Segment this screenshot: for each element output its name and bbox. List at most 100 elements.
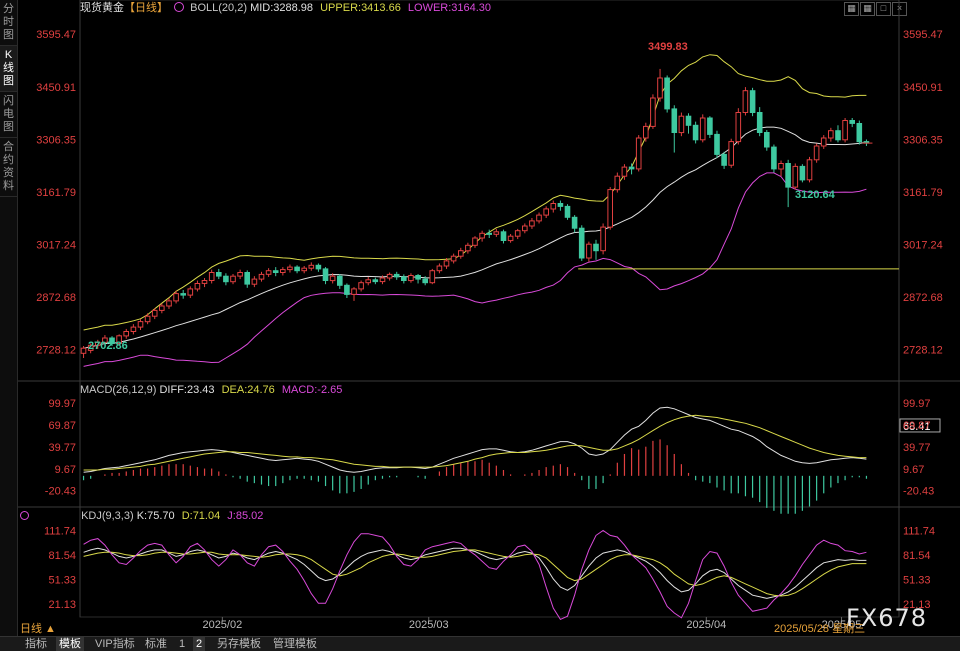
candle-up xyxy=(828,130,834,139)
candle-down xyxy=(835,130,841,141)
price-tick-left: 3017.24 xyxy=(36,239,76,251)
candle-down xyxy=(692,124,699,141)
grid-icon[interactable]: ▦ xyxy=(860,2,875,16)
tab-template-1[interactable]: 1 xyxy=(179,638,186,650)
candle-up xyxy=(635,137,642,170)
candle-up xyxy=(87,344,94,351)
candle-down xyxy=(337,275,343,286)
tab-standard[interactable]: 标准 xyxy=(145,638,167,650)
candle-up xyxy=(137,321,144,328)
candle-up xyxy=(95,341,101,346)
candle-up xyxy=(102,337,108,343)
candle-up xyxy=(287,266,293,271)
tab-save-template[interactable]: 另存模板 xyxy=(217,638,261,650)
candle-up xyxy=(522,225,528,232)
candle-up xyxy=(529,220,535,227)
expand-icon[interactable]: □ xyxy=(876,2,891,16)
boll-upper-line xyxy=(83,54,867,331)
chart-canvas[interactable]: 3499.83 3120.64 2702.86 68.41 3595.47 3595.… xyxy=(0,0,960,636)
candle-up xyxy=(458,250,464,257)
boll-upper: UPPER:3413.66 xyxy=(320,2,401,14)
candle-up xyxy=(429,270,436,284)
price-tick-left: 3595.47 xyxy=(36,29,76,41)
tab-template-2[interactable]: 2 xyxy=(193,637,206,651)
candle-up xyxy=(514,230,521,237)
sidebar-tab-contract-info[interactable]: 合约资料 xyxy=(0,138,17,197)
price-tick-right: 2872.68 xyxy=(903,292,943,304)
x-tick-label: 2025/04 xyxy=(686,619,726,631)
candle-down xyxy=(714,133,720,155)
boll-label: BOLL(20,2) xyxy=(190,2,247,14)
kdj-d-line xyxy=(83,549,867,597)
settings-icon[interactable] xyxy=(174,2,185,12)
candle-down xyxy=(749,90,756,113)
candle-up xyxy=(650,97,656,127)
sidebar-tab-kline[interactable]: K线图 xyxy=(0,46,17,92)
candle-up xyxy=(450,255,457,262)
price-tick-left: 3450.91 xyxy=(36,82,76,94)
high-annotation: 3499.83 xyxy=(648,41,688,53)
kdj-tick-left: 21.13 xyxy=(48,599,76,611)
candle-down xyxy=(564,205,571,218)
candle-up xyxy=(507,235,514,242)
tab-manage-templates[interactable]: 管理模板 xyxy=(273,638,317,650)
price-tick-right: 2728.12 xyxy=(903,345,943,357)
candle-up xyxy=(408,275,414,282)
period-label[interactable]: 【日线】 xyxy=(124,2,168,14)
candle-down xyxy=(322,268,329,281)
candle-up xyxy=(379,277,386,283)
candle-up xyxy=(842,120,848,141)
candle-up xyxy=(351,288,357,295)
kdj-tick-right: 21.13 xyxy=(903,599,931,611)
candle-up xyxy=(586,243,592,259)
tab-indicators[interactable]: 指标 xyxy=(25,638,47,650)
candle-down xyxy=(799,165,806,181)
candle-up xyxy=(728,141,735,166)
kdj-tick-left: 111.74 xyxy=(44,526,76,538)
x-tick-label: 2025/05 xyxy=(822,619,862,631)
tab-templates[interactable]: 模板 xyxy=(56,637,84,651)
candle-up xyxy=(308,264,315,269)
kdj-header: KDJ(9,3,3) K:75.70 D:71.04 J:85.02 xyxy=(20,509,263,523)
candle-up xyxy=(614,175,621,191)
x-tick-label: 2025/02 xyxy=(202,619,242,631)
sidebar-tab-timeshare[interactable]: 分时图 xyxy=(0,0,17,46)
macd-tick-right: 99.97 xyxy=(903,398,931,410)
kdj-j-line xyxy=(83,529,867,621)
macd-tick-right: 9.67 xyxy=(903,464,924,476)
left-sidebar: 分时图 K线图 闪电图 合约资料 xyxy=(0,0,18,636)
candle-up xyxy=(550,203,557,210)
candle-down xyxy=(628,166,635,170)
main-indicator-header: 现货黄金【日线】 BOLL(20,2) MID:3288.98 UPPER:34… xyxy=(80,0,491,16)
macd-value-box xyxy=(899,418,941,433)
candle-down xyxy=(707,117,713,135)
candle-down xyxy=(372,279,379,283)
candle-down xyxy=(315,264,322,270)
kdj-tick-right: 81.54 xyxy=(903,550,931,562)
macd-tick-right: 39.77 xyxy=(903,442,931,454)
grid-icon[interactable]: ▦ xyxy=(844,2,859,16)
boll-lower-line xyxy=(83,172,867,367)
settings-icon[interactable] xyxy=(20,511,29,520)
candle-down xyxy=(109,337,115,344)
candle-up xyxy=(166,300,172,307)
candle-down xyxy=(721,153,727,166)
candle-up xyxy=(806,159,813,181)
candle-down xyxy=(401,276,407,281)
macd-diff-line xyxy=(83,406,867,473)
macd-tick-left: 69.87 xyxy=(48,420,76,432)
tab-vip-indicators[interactable]: VIP指标 xyxy=(95,638,135,650)
period-selector[interactable]: 日线 ▲ xyxy=(20,623,56,635)
candle-up xyxy=(678,115,685,134)
candle-up xyxy=(80,347,87,354)
candle-up xyxy=(472,237,478,246)
kdj-d: D:71.04 xyxy=(181,510,221,522)
sidebar-tab-flash[interactable]: 闪电图 xyxy=(0,92,17,138)
macd-diff: DIFF:23.43 xyxy=(159,384,215,396)
watermark-logo: FX678 xyxy=(846,604,928,632)
price-tick-left: 2728.12 xyxy=(36,345,76,357)
candle-down xyxy=(294,266,300,272)
candle-down xyxy=(571,216,578,229)
candle-up xyxy=(230,275,236,283)
price-tick-right: 3595.47 xyxy=(903,29,943,41)
